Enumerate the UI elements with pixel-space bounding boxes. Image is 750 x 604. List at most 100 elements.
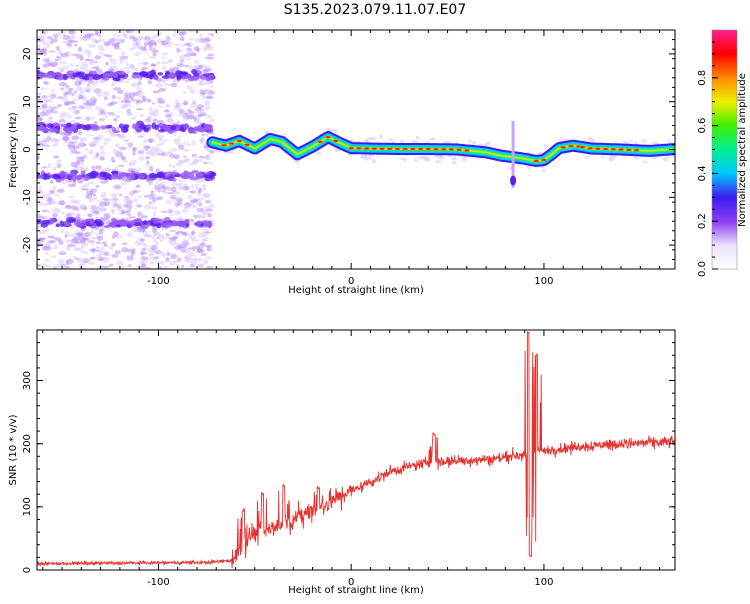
ridge-peak <box>221 144 227 147</box>
noise-speckle <box>79 57 84 61</box>
noise-speckle <box>150 234 155 239</box>
noise-speckle <box>76 156 83 160</box>
noise-speckle <box>43 245 51 249</box>
noise-speckle <box>65 42 73 46</box>
noise-band-blob <box>46 123 54 129</box>
noise-speckle <box>150 63 156 68</box>
noise-speckle <box>152 197 157 203</box>
noise-speckle <box>58 56 63 62</box>
noise-speckle <box>132 147 138 150</box>
noise-speckle <box>100 151 106 156</box>
noise-speckle <box>166 251 171 256</box>
noise-speckle <box>182 101 189 106</box>
noise-speckle <box>177 179 185 182</box>
noise-speckle <box>108 38 116 43</box>
ridge-speckle <box>421 155 429 158</box>
noise-speckle <box>113 117 118 122</box>
noise-speckle <box>184 53 192 57</box>
noise-speckle <box>130 82 139 88</box>
noise-speckle <box>61 97 69 102</box>
noise-speckle <box>87 240 95 243</box>
ridge-speckle <box>526 165 532 170</box>
noise-speckle <box>148 251 155 257</box>
noise-speckle <box>48 116 53 121</box>
noise-speckle <box>115 37 124 42</box>
noise-band-blob <box>161 124 169 130</box>
noise-speckle <box>154 108 160 113</box>
noise-speckle <box>41 209 49 213</box>
noise-band-blob <box>83 175 90 181</box>
noise-speckle <box>53 244 59 250</box>
spectrogram-x-tick-label: 100 <box>534 276 553 287</box>
noise-speckle <box>86 83 91 87</box>
noise-speckle <box>130 98 135 102</box>
noise-speckle <box>117 89 124 95</box>
noise-band-blob <box>55 223 60 228</box>
noise-speckle <box>121 249 125 252</box>
noise-speckle <box>126 78 132 81</box>
ridge-peak <box>364 147 369 150</box>
noise-speckle <box>70 40 79 43</box>
noise-speckle <box>93 156 98 160</box>
noise-speckle <box>42 202 49 206</box>
noise-speckle <box>192 204 197 209</box>
noise-speckle <box>197 158 204 163</box>
noise-speckle <box>203 64 211 70</box>
noise-speckle <box>37 105 41 111</box>
noise-speckle <box>135 184 141 189</box>
ridge-peak <box>237 139 242 142</box>
noise-speckle <box>134 51 140 57</box>
noise-speckle <box>65 246 71 251</box>
noise-band-blob <box>116 219 121 225</box>
noise-speckle <box>41 103 48 109</box>
noise-speckle <box>173 260 179 264</box>
noise-speckle <box>132 190 138 194</box>
noise-speckle <box>82 184 90 187</box>
noise-speckle <box>170 82 178 88</box>
noise-band-blob <box>157 72 164 76</box>
noise-speckle <box>168 239 174 244</box>
noise-speckle <box>77 106 83 109</box>
noise-speckle <box>126 142 131 145</box>
noise-speckle <box>46 36 53 40</box>
noise-speckle <box>166 152 174 155</box>
spectral-spike-blob <box>510 175 517 186</box>
noise-speckle <box>103 41 111 47</box>
noise-speckle <box>145 155 150 160</box>
snr-x-tick-label: 100 <box>534 577 553 588</box>
noise-speckle <box>67 179 74 182</box>
noise-band-blob <box>168 177 177 182</box>
noise-speckle <box>42 47 47 50</box>
noise-speckle <box>198 82 206 87</box>
noise-speckle <box>94 87 100 93</box>
snr-y-tick-label: 0 <box>22 567 33 573</box>
noise-speckle <box>71 205 77 211</box>
noise-speckle <box>134 43 143 50</box>
noise-speckle <box>113 184 122 190</box>
noise-speckle <box>161 56 167 59</box>
ridge-peak <box>456 148 462 151</box>
ridge-peak <box>229 142 234 145</box>
noise-speckle <box>64 84 69 88</box>
ridge-peak <box>580 146 585 149</box>
noise-speckle <box>56 159 63 164</box>
noise-speckle <box>203 68 209 73</box>
snr-y-tick-label: 200 <box>22 434 33 453</box>
colorbar: 0.0 0.2 0.4 0.6 0.8 Normalized spectral ampl… <box>697 29 748 277</box>
noise-speckle <box>111 94 116 100</box>
noise-speckle <box>45 251 49 255</box>
noise-speckle <box>73 90 78 94</box>
noise-speckle <box>196 104 205 109</box>
noise-speckle <box>207 32 214 36</box>
noise-band-blob <box>42 219 51 225</box>
noise-band-blob <box>191 68 198 75</box>
noise-speckle <box>81 96 87 102</box>
ridge-peak <box>356 147 362 150</box>
noise-speckle <box>109 112 117 117</box>
noise-speckle <box>114 143 120 148</box>
noise-band-blob <box>111 126 116 132</box>
noise-speckle <box>136 204 143 208</box>
noise-speckle <box>67 243 76 248</box>
noise-speckle <box>155 148 163 154</box>
ridge-speckle <box>233 128 237 131</box>
